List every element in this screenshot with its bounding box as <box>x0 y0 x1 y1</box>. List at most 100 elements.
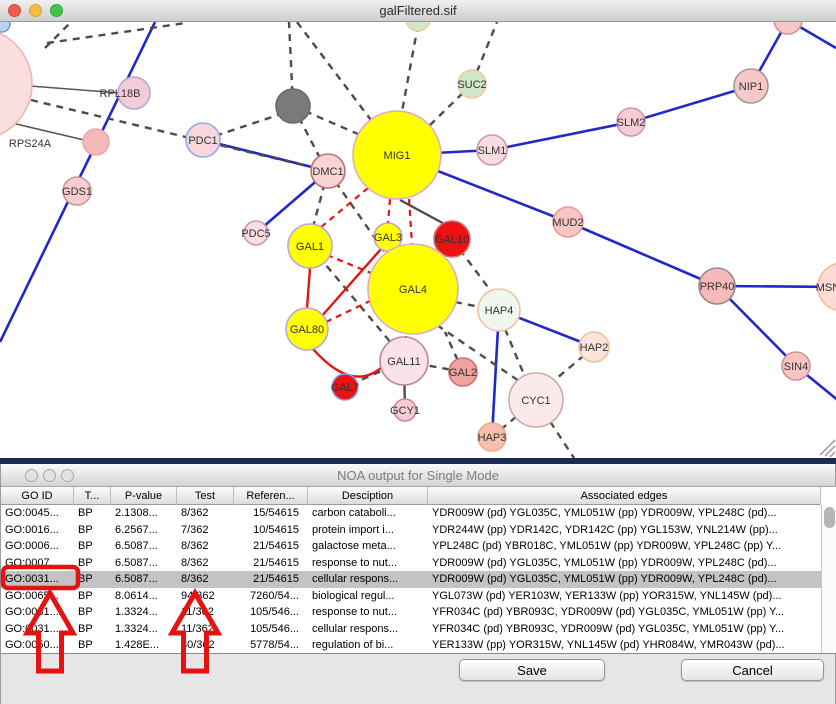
node-GAL11[interactable] <box>379 336 429 386</box>
minimize-button[interactable] <box>43 469 56 482</box>
node-SIN4[interactable] <box>781 351 811 381</box>
node-label: GAL10 <box>435 234 469 246</box>
node-PDC1[interactable] <box>185 122 221 158</box>
close-button[interactable] <box>25 469 38 482</box>
table-cell: 6.5087... <box>115 556 158 569</box>
node-label: RPL18B <box>100 88 141 100</box>
zoom-button[interactable] <box>50 4 63 17</box>
node-label: HAP2 <box>580 342 609 354</box>
noa-traffic-lights <box>25 469 74 482</box>
node-unlabeled[interactable] <box>405 22 431 32</box>
table-cell: 6.2567... <box>115 523 158 536</box>
node-PDC5[interactable] <box>243 220 269 246</box>
node-label: SIN4 <box>784 361 808 373</box>
node-GAL7[interactable] <box>331 373 359 401</box>
node-MSN[interactable] <box>817 262 836 312</box>
edge <box>491 399 537 438</box>
column-header-test[interactable]: Test <box>177 487 234 505</box>
noa-titlebar[interactable]: NOA output for Single Mode <box>1 464 835 487</box>
node-unlabeled[interactable] <box>773 22 803 35</box>
node-SLM2[interactable] <box>616 107 646 137</box>
table-cell: regulation of bi... <box>312 639 394 651</box>
node-label: MSN <box>816 282 836 294</box>
node-label: GAL11 <box>387 356 420 368</box>
table-row[interactable]: GO:0050... BP 1.428E... 80/362 5778/54... reg… <box>1 637 821 653</box>
table-cell: YFR034C (pd) YBR093C, YDR009W (pd) YGL03… <box>432 606 785 618</box>
edge <box>305 267 312 309</box>
node-GAL80[interactable] <box>285 307 329 351</box>
column-header-t-[interactable]: T... <box>74 487 111 505</box>
node-label: SLM1 <box>478 145 507 157</box>
table-cell: 2.1308... <box>115 507 158 519</box>
node-HAP4[interactable] <box>477 288 521 332</box>
vertical-scrollbar[interactable] <box>821 505 836 653</box>
table-cell: GO:0031... <box>5 573 59 585</box>
node-PRP40[interactable] <box>698 267 736 305</box>
table-cell: biological regul... <box>312 589 395 602</box>
node-MIG1[interactable] <box>352 110 442 200</box>
node-SLM1[interactable] <box>476 134 508 166</box>
node-RPL18B[interactable] <box>117 76 151 110</box>
table-row[interactable]: GO:0007... BP 6.5087... 8/362 21/54615 respon… <box>1 554 821 571</box>
save-button[interactable]: Save <box>459 659 605 681</box>
table-cell: GO:0006... <box>5 540 59 552</box>
edge <box>436 324 520 382</box>
node-unlabeled[interactable] <box>0 28 33 140</box>
table-row[interactable]: GO:0031... BP 1.3324... 11/362 105/546... cel… <box>1 620 821 637</box>
table-row[interactable]: GO:0065... BP 8.0614... 94/362 7260/54... bio… <box>1 587 821 604</box>
table-cell: 1.428E... <box>115 639 160 651</box>
node-RPS24A[interactable] <box>82 128 110 156</box>
zoom-button[interactable] <box>61 469 74 482</box>
table-row[interactable]: GO:0016... BP 6.2567... 7/362 10/54615 protei… <box>1 521 821 538</box>
node-CYC1[interactable] <box>508 372 564 428</box>
table-row[interactable]: GO:0031... BP 6.5087... 8/362 21/54615 cellul… <box>1 571 821 588</box>
column-header-desciption[interactable]: Desciption <box>308 487 428 505</box>
node-MUD2[interactable] <box>552 206 584 238</box>
node-HAP2[interactable] <box>578 331 610 363</box>
table-cell: YDR009W (pd) YGL035C, YML051W (pp) YDR00… <box>432 573 777 585</box>
column-header-associated-edges[interactable]: Associated edges <box>428 487 821 505</box>
node-label: PDC5 <box>241 228 270 240</box>
minimize-button[interactable] <box>29 4 42 17</box>
node-label: HAP4 <box>485 305 514 317</box>
table-cell: YDR009W (pd) YGL035C, YML051W (pp) YDR00… <box>432 507 777 519</box>
table-cell: 11/362 <box>181 622 214 635</box>
table-cell: 8/362 <box>181 507 209 519</box>
node-GAL10[interactable] <box>433 220 471 258</box>
table-cell: 7/362 <box>181 523 209 536</box>
node-DMC1[interactable] <box>310 153 346 189</box>
resize-grip-icon[interactable] <box>819 439 836 458</box>
node-GCY1[interactable] <box>393 398 417 422</box>
edge <box>399 24 420 118</box>
close-button[interactable] <box>8 4 21 17</box>
network-window: galFiltered.sif RPL18B RPS24A GDS1 PDC1 DMC1… <box>0 0 836 458</box>
node-unlabeled[interactable] <box>0 22 11 33</box>
table-cell: BP <box>78 606 93 618</box>
node-HAP3[interactable] <box>477 422 507 452</box>
network-titlebar[interactable]: galFiltered.sif <box>0 0 836 22</box>
node-unlabeled[interactable] <box>275 88 311 124</box>
network-canvas[interactable]: RPL18B RPS24A GDS1 PDC1 DMC1 MIG1 SUC2 SLM1 SLM2… <box>0 22 836 458</box>
node-GAL2[interactable] <box>448 357 478 387</box>
node-SUC2[interactable] <box>457 69 487 99</box>
table-cell: YGL073W (pd) YER103W, YER133W (pp) YOR31… <box>432 589 782 602</box>
column-header-go-id[interactable]: GO ID <box>1 487 74 505</box>
node-GAL4[interactable] <box>367 243 459 335</box>
column-header-referen-[interactable]: Referen... <box>234 487 308 505</box>
table-cell: 6.5087... <box>115 573 158 585</box>
edge <box>11 122 85 141</box>
table-cell: 8/362 <box>181 556 209 569</box>
edge <box>470 22 499 85</box>
node-label: SUC2 <box>457 79 486 91</box>
table-row[interactable]: GO:0006... BP 6.5087... 8/362 21/54615 galact… <box>1 538 821 555</box>
column-header-p-value[interactable]: P-value <box>111 487 177 505</box>
table-row[interactable]: GO:0031... BP 1.3324... 11/362 105/546... res… <box>1 604 821 621</box>
node-NIP1[interactable] <box>733 68 769 104</box>
node-GDS1[interactable] <box>62 176 92 206</box>
cancel-button[interactable]: Cancel <box>681 659 824 681</box>
node-label: CYC1 <box>521 395 550 407</box>
edge <box>386 198 392 224</box>
scrollbar-thumb[interactable] <box>824 507 835 528</box>
table-row[interactable]: GO:0045... BP 2.1308... 8/362 15/54615 carbon… <box>1 505 821 522</box>
node-GAL1[interactable] <box>287 223 333 269</box>
